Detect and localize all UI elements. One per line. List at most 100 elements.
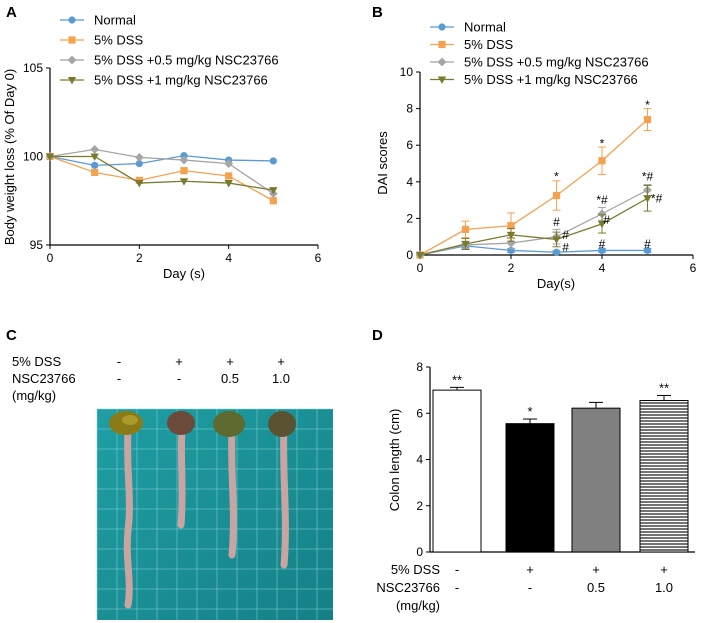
colon-sample-normal [123,426,133,609]
chart-a-ytick-label: 105 [23,61,43,75]
chart-d-bar-2 [571,407,621,553]
chart-a-xtick-label: 2 [136,251,143,265]
panel-c-nsc-3: 0.5 [221,371,239,386]
chart-b-ytick-label: 4 [406,175,413,189]
chart-a-point-3-2 [135,180,144,188]
chart-b-annotation-1: * [600,136,605,150]
chart-b-point-3-0 [415,252,425,260]
chart-a-point-3-3 [179,178,189,186]
chart-b-point-3-1 [461,241,470,249]
chart-b-series-line-3 [419,197,648,256]
chart-b-legend-marker-1 [438,40,446,49]
chart-b-xlabel: Day(s) [537,276,575,291]
chart-a-legend-marker-0 [68,16,76,24]
chart-a-point-1-4 [225,172,233,180]
chart-b-xtick-label: 2 [508,261,515,275]
chart-a-xtick-label: 6 [315,251,322,265]
chart-b-annotation-11: # [644,237,651,251]
panel-c-nsc-1: - [117,371,121,386]
chart-b-annotation-7: # [562,228,569,242]
chart-d-ytick-label: 8 [416,360,423,374]
cecum-nsc-1-0 [268,411,296,437]
chart-a-point-3-0 [45,153,55,161]
chart-d-bar-0 [432,389,482,553]
colon-sample-nsc-0-5 [228,426,237,559]
chart-a-body-weight: 95 100 105 0 2 4 6 Day (s) Body weight loss (… [2,13,322,282]
panel-c-row-label-nsc: NSC23766 [12,371,76,386]
chart-a-point-2-1 [90,145,100,154]
chart-b-ytick-label: 2 [406,211,413,225]
chart-d-ytick-label: 0 [416,545,423,559]
chart-b-ytick-label: 0 [406,248,413,262]
panel-label-d: D [372,327,383,344]
mat-grid [96,408,333,620]
chart-a-point-0-1 [91,161,99,169]
chart-a-point-3-1 [90,153,99,161]
panel-label-c: C [6,327,17,344]
chart-b-ytick-label: 6 [406,138,413,152]
chart-a-point-2-2 [134,152,144,162]
chart-b-point-3-2 [506,231,516,240]
chart-d-nsc-0: - [455,580,459,595]
chart-b-legend-marker-3 [437,76,447,84]
chart-d-dss-3: + [660,562,668,577]
chart-d-dss-2: + [592,562,600,577]
chart-b-series-line-2 [419,189,648,256]
chart-b-annotation-2: * [645,98,650,112]
panel-c-row-label-unit: (mg/kg) [12,388,56,403]
chart-b-point-1-3 [552,191,561,200]
chart-a-legend-label-0: Normal [94,13,136,28]
chart-d-significance-0: ** [452,372,462,387]
chart-b-ytick-label: 10 [400,65,414,79]
chart-b-point-0-5 [643,246,652,255]
chart-b-point-3-5 [643,195,652,203]
cecum-normal-highlight [122,415,138,425]
chart-b-point-1-4 [598,157,606,165]
chart-a-legend-label-3: 5% DSS +1 mg/kg NSC23766 [94,73,268,88]
chart-a-point-2-4 [224,159,234,168]
chart-a-point-3-5 [269,187,278,195]
chart-d-significance-1: * [527,404,532,419]
chart-a-xtick-label: 0 [47,251,54,265]
chart-a-point-2-3 [179,155,189,165]
chart-b-series-line-1 [419,119,648,256]
chart-a-series-line-0 [49,154,274,167]
chart-b-annotation-8: # [562,241,569,255]
chart-a-point-1-3 [180,167,188,175]
chart-d-row-label-unit: (mg/kg) [396,598,440,613]
chart-a-point-1-1 [91,168,99,177]
chart-b-legend-marker-2 [437,57,447,67]
chart-a-legend-label-1: 5% DSS [94,33,143,48]
chart-b-annotation-0: * [554,169,559,183]
chart-b-xtick-label: 0 [417,261,424,275]
chart-b-point-1-2 [507,222,515,230]
chart-d-ytick-label: 2 [416,499,423,513]
chart-b-point-1-1 [461,225,470,233]
cecum-dss [167,411,195,435]
chart-b-annotation-3: *# [596,193,608,207]
chart-a-xlabel: Day (s) [163,266,205,281]
panel-c-nsc-2: - [177,371,181,386]
chart-d-significance-3: ** [659,380,669,395]
chart-d-ytick-label: 4 [416,453,423,467]
chart-d-dss-1: + [526,562,534,577]
chart-a-ytick-label: 100 [23,150,43,164]
colon-sample-dss [177,426,186,529]
panel-label-b: B [372,4,383,21]
chart-b-xtick-label: 4 [599,261,606,275]
chart-b-annotation-4: *# [642,169,654,183]
chart-a-series-line-2 [49,148,274,195]
chart-b-annotation-10: # [599,237,606,251]
panel-c-dss-4: + [277,354,285,369]
chart-a-xtick-label: 4 [225,251,232,265]
chart-a-legend-marker-2 [67,55,77,65]
chart-a-series-line-3 [50,155,274,191]
chart-b-point-1-5 [643,115,652,124]
chart-d-bar-1 [505,423,555,553]
panel-c-dss-2: + [175,354,183,369]
chart-a-point-0-2 [135,159,143,168]
chart-d-row-label-nsc: NSC23766 [376,580,440,595]
chart-b-point-3-4 [597,220,607,229]
